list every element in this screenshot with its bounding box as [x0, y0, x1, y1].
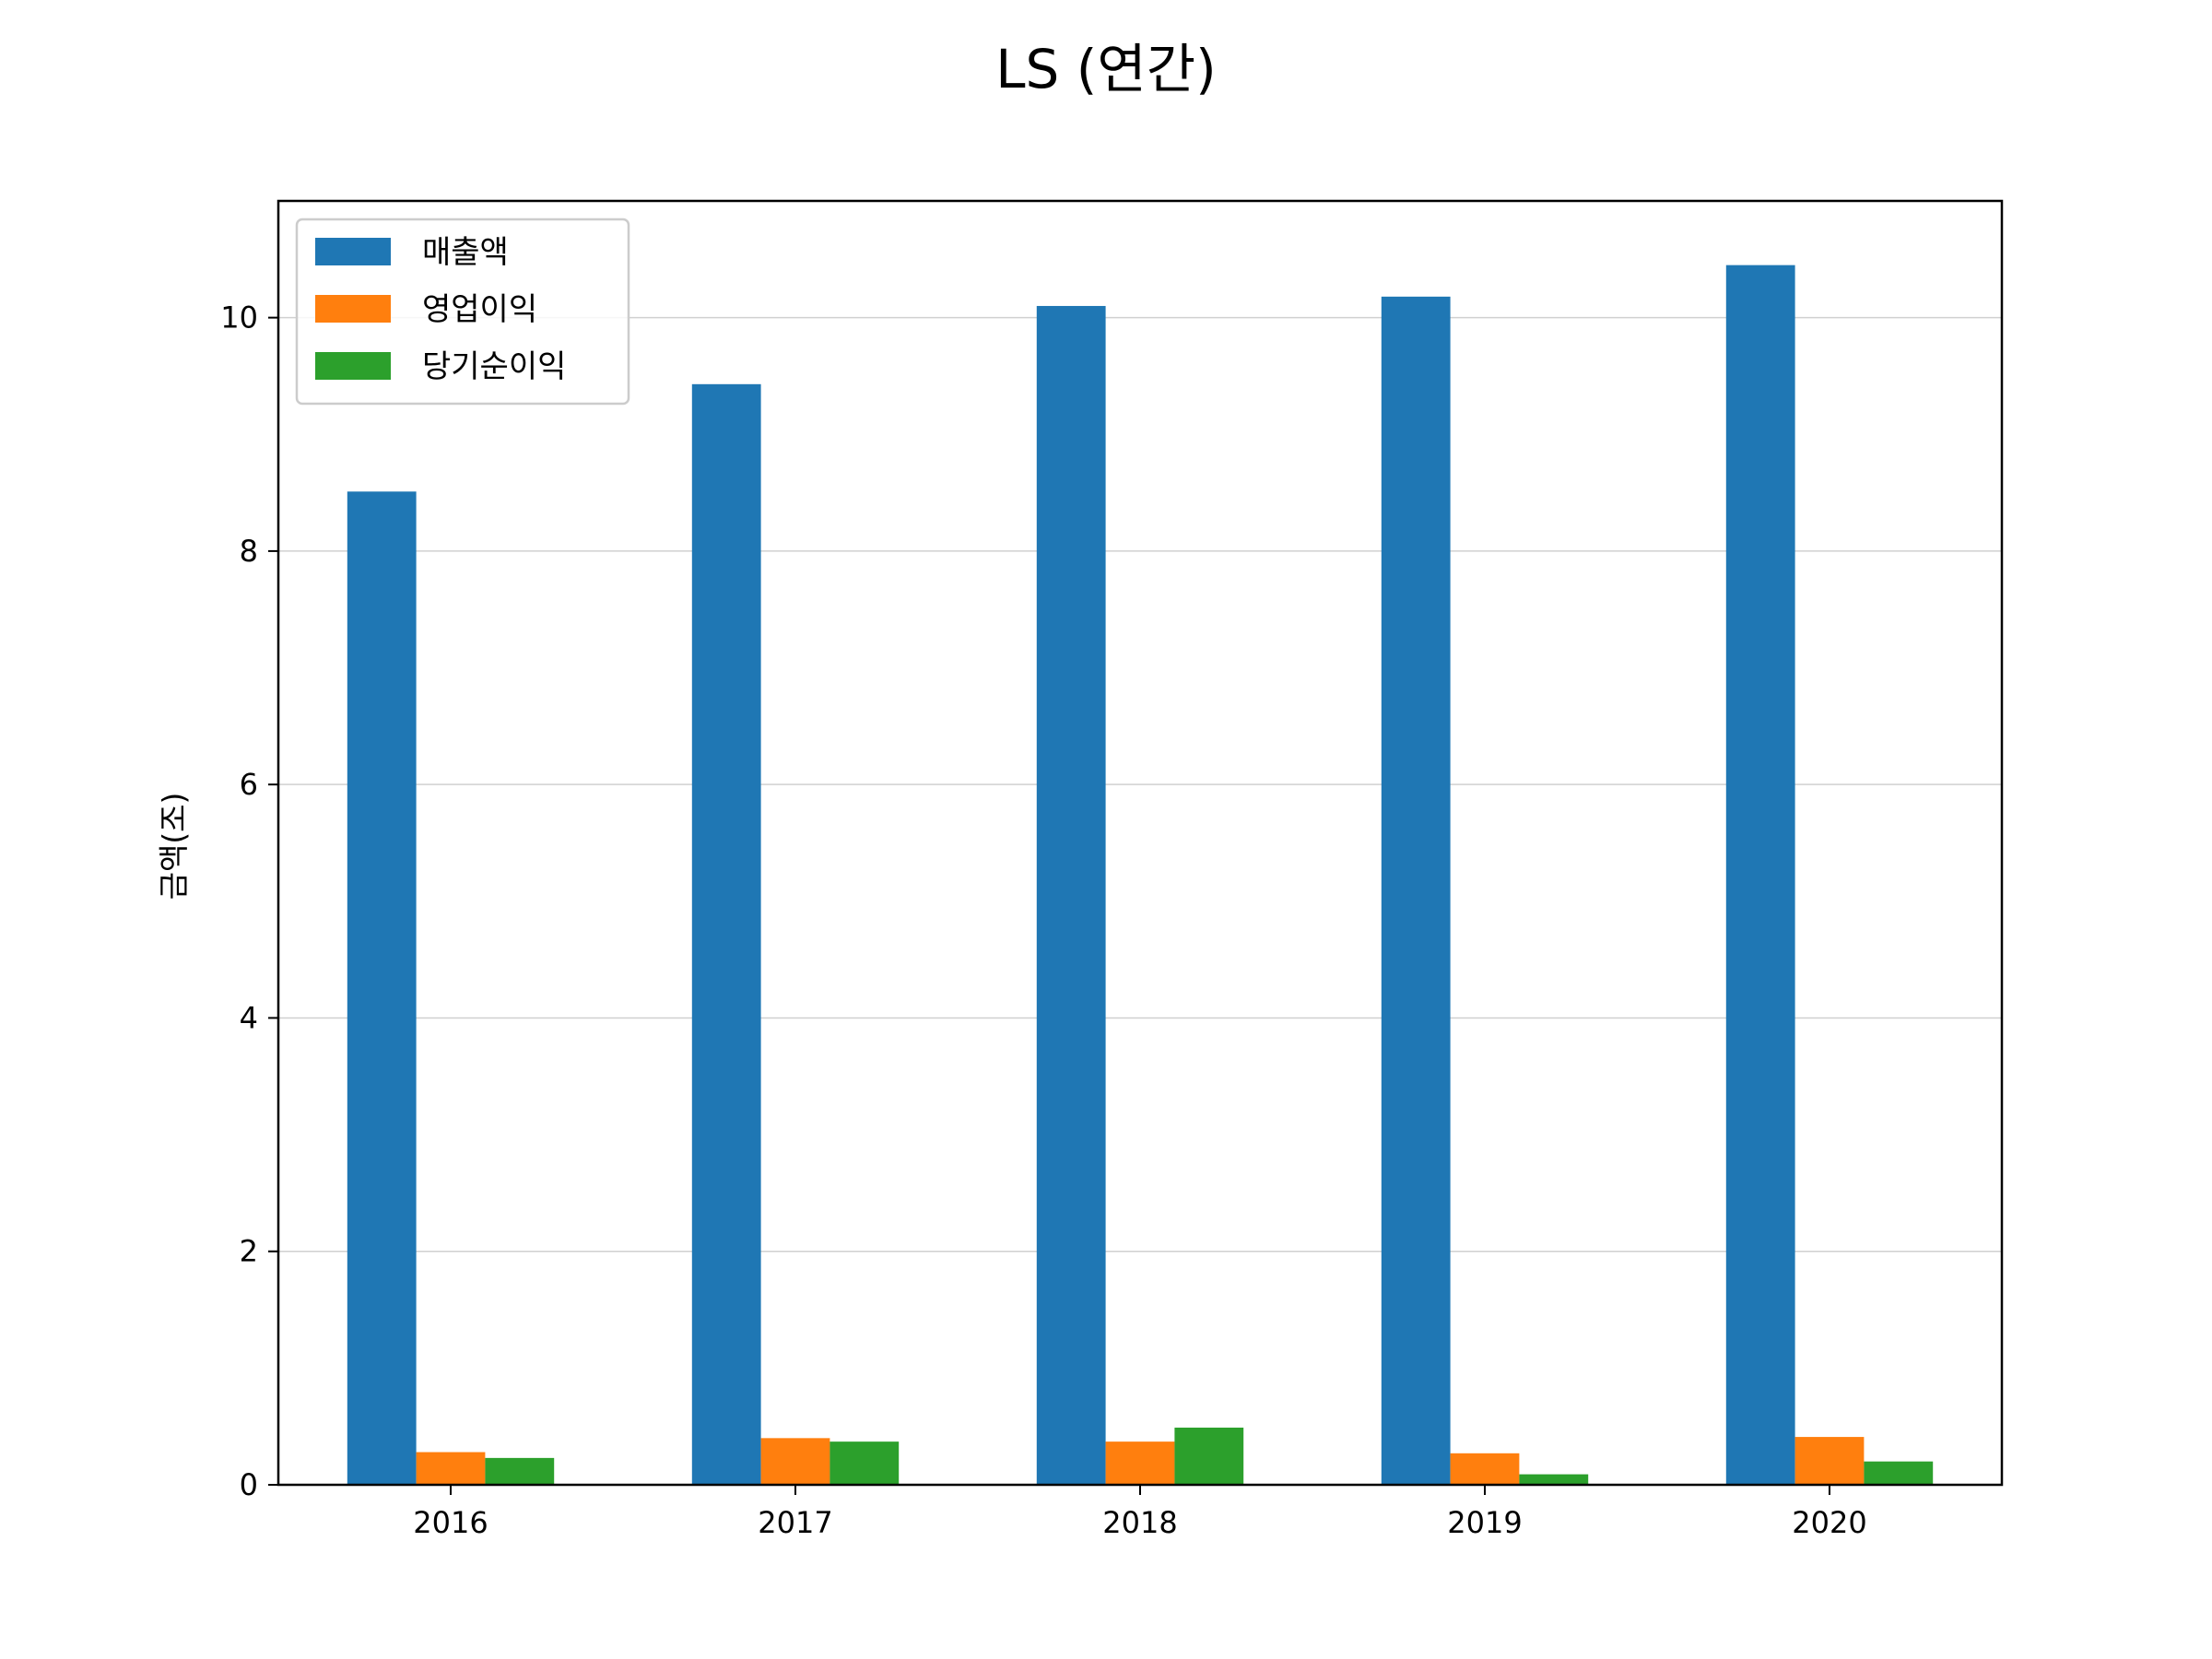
- bar-매출액-2018: [1036, 305, 1106, 1486]
- bar-영업이익-2016: [416, 1452, 486, 1485]
- legend-swatch-당기순이익: [315, 352, 391, 380]
- legend-swatch-영업이익: [315, 295, 391, 323]
- y-axis-label: 금액(조): [156, 793, 192, 900]
- chart-title: LS (연간): [995, 38, 1217, 100]
- tick-layer: 0 2 4 6 8 10 2016 2017 2018 2019 2020: [220, 300, 1866, 1540]
- bar-layer: [347, 265, 1934, 1486]
- bar-영업이익-2018: [1105, 1441, 1175, 1485]
- bar-당기순이익-2016: [485, 1457, 555, 1485]
- y-tick-label: 6: [240, 767, 258, 802]
- x-tick-label: 2016: [413, 1505, 488, 1540]
- legend-label-당기순이익: 당기순이익: [422, 348, 566, 385]
- bar-당기순이익-2020: [1864, 1461, 1934, 1485]
- bar-당기순이익-2019: [1519, 1474, 1589, 1485]
- legend-label-매출액: 매출액: [422, 234, 509, 271]
- bar-영업이익-2020: [1794, 1437, 1865, 1485]
- bar-영업이익-2019: [1450, 1453, 1520, 1485]
- bar-당기순이익-2017: [830, 1441, 900, 1485]
- x-tick-label: 2017: [758, 1505, 832, 1540]
- x-tick-label: 2018: [1102, 1505, 1177, 1540]
- y-tick-label: 8: [240, 534, 258, 569]
- bar-당기순이익-2018: [1174, 1427, 1244, 1485]
- x-tick-label: 2019: [1447, 1505, 1522, 1540]
- y-tick-label: 4: [240, 1000, 258, 1035]
- y-tick-label: 10: [220, 300, 258, 335]
- bar-영업이익-2017: [760, 1438, 830, 1485]
- x-tick-label: 2020: [1792, 1505, 1866, 1540]
- y-tick-label: 0: [240, 1467, 258, 1502]
- legend-label-영업이익: 영업이익: [422, 291, 537, 328]
- legend-swatch-매출액: [315, 238, 391, 265]
- bar-매출액-2019: [1381, 296, 1451, 1486]
- y-tick-label: 2: [240, 1234, 258, 1269]
- bar-매출액-2017: [691, 383, 761, 1485]
- bar-매출액-2020: [1725, 265, 1795, 1485]
- bar-매출액-2016: [347, 491, 417, 1486]
